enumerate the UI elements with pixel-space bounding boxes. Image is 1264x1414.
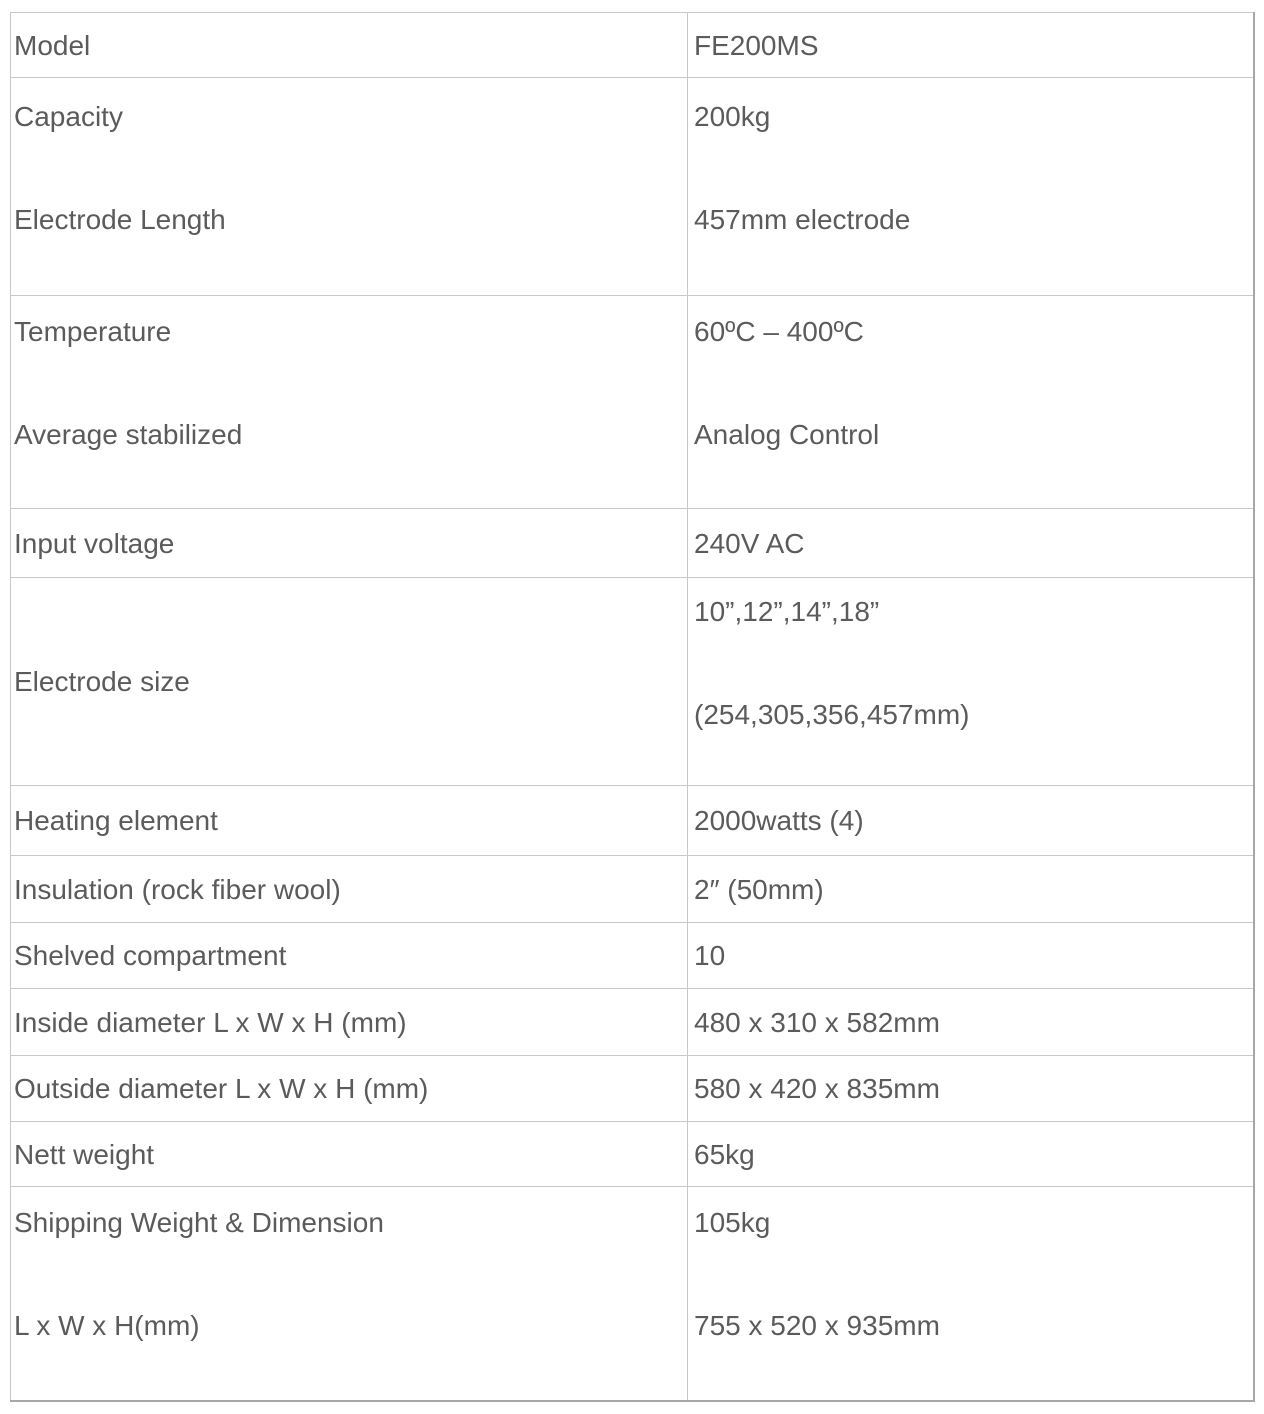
spec-row-model: Model FE200MS <box>10 12 1254 78</box>
spec-value-cell: 105kg 755 x 520 x 935mm <box>687 1186 1254 1401</box>
spec-value: 755 x 520 x 935mm <box>694 1310 940 1342</box>
spec-label: Nett weight <box>14 1138 155 1170</box>
spec-value: 200kg <box>694 100 771 132</box>
spec-value: 580 x 420 x 835mm <box>694 1073 940 1104</box>
spec-label-cell: Outside diameter L x W x H (mm) <box>10 1055 688 1122</box>
spec-label: Heating element <box>14 805 218 836</box>
spec-value: 457mm electrode <box>694 203 911 235</box>
spec-value-cell: 200kg 457mm electrode <box>687 77 1254 296</box>
spec-label-cell: Input voltage <box>10 508 688 578</box>
spec-value-cell: 480 x 310 x 582mm <box>687 988 1254 1056</box>
spec-label-cell: Insulation (rock fiber wool) <box>10 855 688 923</box>
spec-label-cell: Temperature Average stabilized <box>10 295 688 509</box>
spec-row-input-voltage: Input voltage 240V AC <box>10 508 1254 578</box>
spec-label-cell: Shipping Weight & Dimension L x W x H(mm… <box>10 1186 688 1401</box>
spec-value-cell: 65kg <box>687 1121 1254 1187</box>
spec-label: Outside diameter L x W x H (mm) <box>14 1073 429 1104</box>
spec-row-insulation: Insulation (rock fiber wool) 2″ (50mm) <box>10 855 1254 923</box>
spec-value: 10 <box>694 940 726 971</box>
spec-value-cell: 2″ (50mm) <box>687 855 1254 923</box>
spec-value: 2″ (50mm) <box>694 873 824 905</box>
spec-label: Temperature <box>14 316 172 347</box>
spec-value: 10”,12”,14”,18” <box>694 595 880 627</box>
spec-label: L x W x H(mm) <box>14 1310 200 1342</box>
spec-value-cell: 240V AC <box>687 508 1254 578</box>
spec-value: 240V AC <box>694 527 805 559</box>
spec-row-inside-diameter: Inside diameter L x W x H (mm) 480 x 310… <box>10 988 1254 1056</box>
spec-value: 65kg <box>694 1138 755 1170</box>
spec-row-temperature-control: Temperature Average stabilized 60ºC – 40… <box>10 295 1254 509</box>
spec-label-cell: Capacity Electrode Length <box>10 77 688 296</box>
spec-value: 2000watts (4) <box>694 805 864 836</box>
spec-label: Electrode size <box>14 666 190 697</box>
spec-label: Input voltage <box>14 527 175 559</box>
spec-value-cell: 580 x 420 x 835mm <box>687 1055 1254 1122</box>
spec-label-cell: Electrode size <box>10 577 688 786</box>
spec-row-shipping: Shipping Weight & Dimension L x W x H(mm… <box>10 1186 1254 1401</box>
spec-label: Average stabilized <box>14 419 243 450</box>
spec-label: Model <box>14 29 91 61</box>
spec-value-cell: FE200MS <box>687 12 1254 78</box>
spec-row-nett-weight: Nett weight 65kg <box>10 1121 1254 1187</box>
spec-value: Analog Control <box>694 419 880 450</box>
spec-row-outside-diameter: Outside diameter L x W x H (mm) 580 x 42… <box>10 1055 1254 1122</box>
spec-value: 480 x 310 x 582mm <box>694 1006 940 1038</box>
spec-label-cell: Heating element <box>10 785 688 856</box>
spec-label: Inside diameter L x W x H (mm) <box>14 1006 407 1038</box>
spec-value: (254,305,356,457mm) <box>694 698 970 730</box>
spec-row-electrode-size: Electrode size 10”,12”,14”,18” (254,305,… <box>10 577 1254 786</box>
spec-value-cell: 10 <box>687 922 1254 989</box>
spec-table: Model FE200MS Capacity Electrode Length … <box>10 12 1255 1402</box>
spec-value: 60ºC – 400ºC <box>694 316 864 347</box>
spec-value: FE200MS <box>694 29 819 61</box>
spec-label: Shelved compartment <box>14 940 287 971</box>
spec-value-cell: 10”,12”,14”,18” (254,305,356,457mm) <box>687 577 1254 786</box>
spec-value: 105kg <box>694 1207 771 1239</box>
spec-label-cell: Nett weight <box>10 1121 688 1187</box>
spec-label-cell: Inside diameter L x W x H (mm) <box>10 988 688 1056</box>
spec-label: Electrode Length <box>14 203 226 235</box>
spec-label: Insulation (rock fiber wool) <box>14 873 341 905</box>
spec-row-heating-element: Heating element 2000watts (4) <box>10 785 1254 856</box>
spec-row-shelved-compartment: Shelved compartment 10 <box>10 922 1254 989</box>
spec-label-cell: Model <box>10 12 688 78</box>
spec-value-cell: 2000watts (4) <box>687 785 1254 856</box>
spec-row-capacity-electrode-length: Capacity Electrode Length 200kg 457mm el… <box>10 77 1254 296</box>
spec-label: Capacity <box>14 100 123 132</box>
spec-label: Shipping Weight & Dimension <box>14 1207 384 1239</box>
spec-label-cell: Shelved compartment <box>10 922 688 989</box>
spec-value-cell: 60ºC – 400ºC Analog Control <box>687 295 1254 509</box>
